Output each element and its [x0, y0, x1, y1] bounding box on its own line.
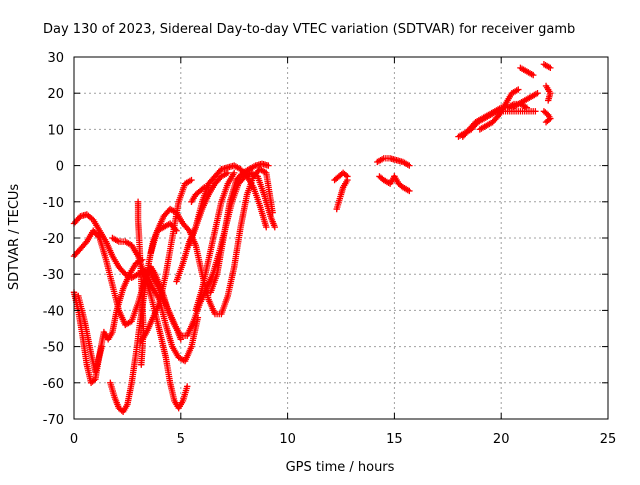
data-point	[344, 176, 351, 184]
data-point	[224, 169, 231, 177]
data-point	[544, 117, 551, 125]
data-point	[194, 314, 202, 321]
data-point	[406, 162, 413, 169]
data-point	[265, 162, 272, 169]
data-point	[534, 90, 541, 97]
y-tick-label: -30	[43, 268, 64, 283]
grid-layer	[74, 57, 608, 419]
x-tick-label: 15	[386, 432, 403, 447]
data-point	[547, 64, 554, 72]
x-tick-label: 25	[600, 432, 617, 447]
data-point	[138, 361, 145, 368]
data-point	[271, 223, 278, 231]
y-tick-label: -60	[43, 377, 64, 392]
data-point	[90, 377, 98, 384]
data-point	[184, 226, 192, 233]
data-point	[95, 233, 102, 240]
data-point	[406, 187, 413, 195]
y-tick-label: 10	[47, 123, 64, 138]
x-axis-title: GPS time / hours	[286, 460, 395, 475]
data-point	[205, 184, 212, 191]
x-tick-label: 0	[70, 432, 78, 447]
y-tick-label: 20	[47, 87, 64, 102]
y-tick-label: -10	[43, 196, 64, 211]
data-point	[199, 185, 207, 192]
y-axis-title: SDTVAR / TECUs	[7, 184, 22, 291]
data-point	[82, 239, 89, 247]
y-tick-label: -20	[43, 232, 64, 247]
y-tick-label: 0	[56, 160, 64, 175]
data-point	[231, 169, 238, 177]
data-point	[342, 172, 350, 179]
x-tick-label: 5	[177, 432, 185, 447]
x-tick-label: 20	[493, 432, 510, 447]
x-tick-label: 10	[279, 432, 296, 447]
y-tick-label: -40	[43, 304, 64, 319]
data-point	[494, 113, 501, 120]
data-point	[188, 176, 195, 184]
data-point	[269, 209, 276, 216]
data-point	[544, 97, 552, 104]
data-point	[98, 343, 105, 350]
y-tick-label: 30	[47, 51, 64, 66]
chart-title: Day 130 of 2023, Sidereal Day-to-day VTE…	[43, 22, 575, 37]
data-point	[530, 71, 537, 79]
tick-layer: 0 5 10 15 20 25 -70 -60 -50 -40 -30 -20 -10 0 10 20 30	[43, 51, 617, 447]
y-tick-label: -50	[43, 341, 64, 356]
data-layer	[70, 61, 554, 415]
data-point	[532, 108, 539, 115]
data-point	[515, 86, 522, 93]
data-point	[184, 383, 191, 390]
data-point	[263, 223, 270, 231]
data-point	[542, 118, 550, 126]
y-tick-label: -70	[43, 413, 64, 428]
data-point	[523, 104, 531, 111]
